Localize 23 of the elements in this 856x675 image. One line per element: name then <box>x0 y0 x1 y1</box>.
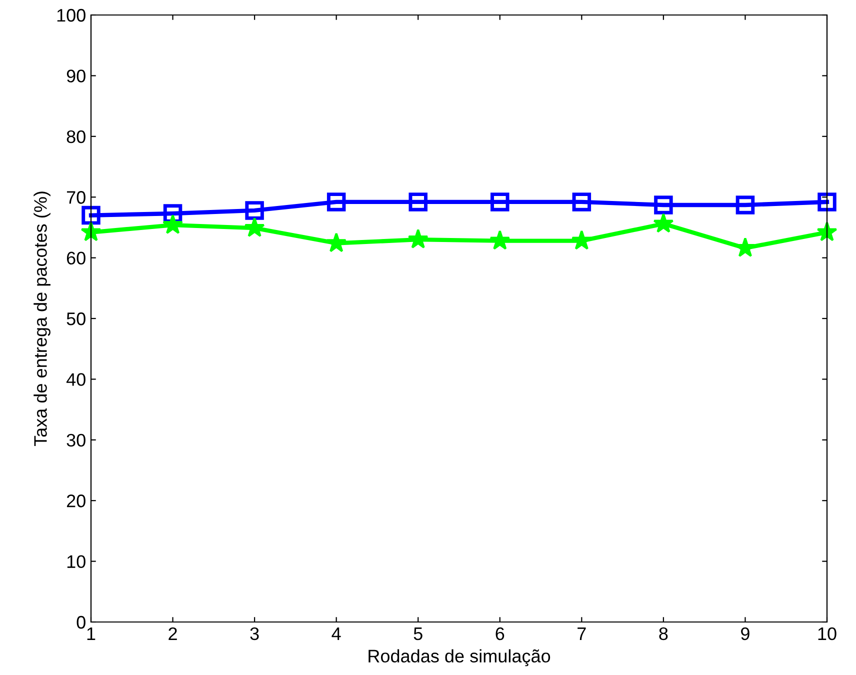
x-tick-label: 4 <box>332 628 341 640</box>
y-tick-label: 50 <box>66 312 86 326</box>
y-tick-label: 70 <box>66 191 86 204</box>
x-tick-label: 6 <box>496 627 504 640</box>
y-tick-label: 20 <box>66 494 86 508</box>
y-tick-label: 10 <box>67 555 86 568</box>
x-tick-label: 8 <box>659 627 668 640</box>
y-tick-label: 0 <box>76 616 86 629</box>
y-tick-label: 90 <box>66 70 86 82</box>
y-tick-label: 80 <box>66 130 86 144</box>
y-tick-label: 40 <box>66 373 86 386</box>
x-tick-label: 3 <box>250 627 259 640</box>
x-tick-label: 2 <box>168 627 177 640</box>
y-tick-label: 30 <box>66 434 86 447</box>
x-tick-label: 5 <box>414 628 422 640</box>
x-tick-label: 1 <box>87 628 96 640</box>
x-tick-label: 10 <box>818 627 836 640</box>
y-axis-title: Taxa de entrega de pacotes (%) <box>34 192 50 446</box>
x-tick-label: 7 <box>578 628 586 640</box>
y-tick-label: 100 <box>57 8 86 22</box>
x-axis-title: Rodadas de simulação <box>368 649 550 666</box>
y-tick-label: 60 <box>66 252 86 265</box>
x-tick-label: 9 <box>741 627 750 640</box>
